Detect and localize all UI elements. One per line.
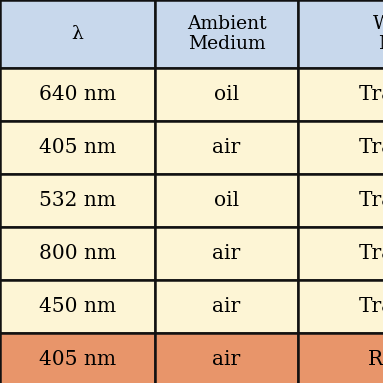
Text: oil: oil (214, 191, 239, 210)
Text: Trans: Trans (359, 138, 383, 157)
Bar (298, 174, 383, 227)
Bar (298, 280, 383, 333)
Bar (0, 280, 155, 333)
Text: air: air (213, 244, 241, 263)
Text: 405 nm: 405 nm (39, 138, 116, 157)
Text: air: air (213, 350, 241, 369)
Bar (0, 333, 155, 383)
Text: Trans: Trans (359, 297, 383, 316)
Text: oil: oil (214, 85, 239, 104)
Bar (155, 121, 298, 174)
Text: Trans: Trans (359, 85, 383, 104)
Bar (298, 68, 383, 121)
Text: air: air (213, 297, 241, 316)
Bar (0, 121, 155, 174)
Bar (298, 121, 383, 174)
Bar (155, 0, 298, 68)
Text: λ: λ (72, 25, 83, 43)
Text: air: air (213, 138, 241, 157)
Text: Wo
M: Wo M (373, 15, 383, 53)
Bar (0, 174, 155, 227)
Text: Trans: Trans (359, 191, 383, 210)
Bar (0, 68, 155, 121)
Text: Trans: Trans (359, 244, 383, 263)
Bar (155, 68, 298, 121)
Bar (298, 0, 383, 68)
Text: Refl: Refl (368, 350, 383, 369)
Bar (155, 280, 298, 333)
Bar (0, 227, 155, 280)
Bar (298, 227, 383, 280)
Text: 800 nm: 800 nm (39, 244, 116, 263)
Bar (155, 227, 298, 280)
Bar (298, 333, 383, 383)
Text: Ambient
Medium: Ambient Medium (187, 15, 266, 53)
Text: 405 nm: 405 nm (39, 350, 116, 369)
Bar (155, 333, 298, 383)
Text: 450 nm: 450 nm (39, 297, 116, 316)
Text: 640 nm: 640 nm (39, 85, 116, 104)
Bar (155, 174, 298, 227)
Bar (0, 0, 155, 68)
Text: 532 nm: 532 nm (39, 191, 116, 210)
